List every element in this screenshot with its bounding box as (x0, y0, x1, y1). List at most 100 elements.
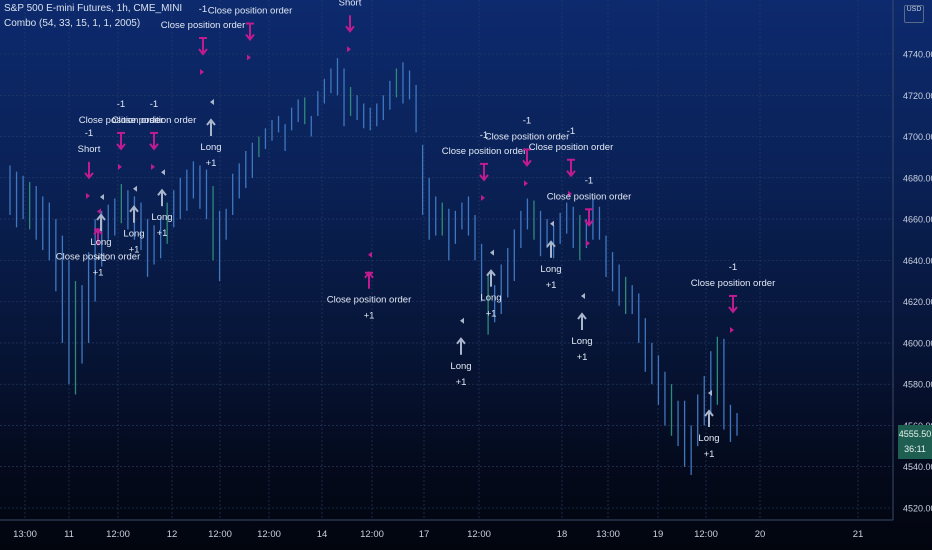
signal-fill-marker (481, 194, 485, 201)
signal-qty: +1 (486, 309, 497, 320)
signal-arrow-head (728, 306, 738, 314)
signal-arrow-head (522, 159, 532, 168)
signal-long: Long +1 (200, 99, 222, 169)
signal-label: Close position order (485, 131, 570, 142)
signal-label: Close position order (442, 146, 527, 157)
signal-label: Long (571, 336, 592, 347)
signal-qty: -1 (246, 0, 254, 1)
time-tick-label: 12:00 (467, 529, 491, 540)
chart-grid (0, 0, 893, 520)
signal-label: Long (540, 264, 561, 275)
signal-fill-marker (730, 326, 734, 333)
signal-arrow-head (456, 337, 466, 345)
signal-fill-marker (151, 163, 155, 170)
signal-qty: +1 (157, 228, 168, 239)
signal-close: Close position order -1 (547, 175, 632, 247)
signal-qty: -1 (480, 130, 488, 141)
price-bars (9, 58, 738, 475)
signal-arrow-head (546, 240, 556, 248)
signal-fill-marker (550, 220, 554, 227)
signal-long: Long +1 (151, 169, 173, 239)
time-tick-label: 12 (167, 529, 178, 540)
signal-qty: -1 (585, 175, 593, 186)
price-tick-label: 4660.00 (903, 215, 932, 225)
signal-qty: +1 (129, 245, 140, 256)
signal-fill-marker (210, 99, 214, 106)
strategy-title: Combo (54, 33, 15, 1, 1, 2005) (4, 18, 141, 29)
signal-fill-marker (708, 390, 712, 397)
signal-fill-marker (490, 249, 494, 256)
signal-qty: +1 (96, 253, 107, 264)
time-tick-label: 18 (557, 529, 568, 540)
time-tick-label: 12:00 (106, 529, 130, 540)
signal-qty: -1 (85, 128, 93, 139)
signal-arrow-head (96, 213, 106, 221)
signal-close: Close position order -1 (691, 262, 776, 333)
signal-label: Close position order (547, 191, 632, 202)
price-tick-label: 4600.00 (903, 338, 932, 348)
time-tick-label: 12:00 (360, 529, 384, 540)
signal-fill-marker (133, 185, 137, 192)
time-tick-label: 17 (419, 529, 430, 540)
price-tick-label: 4740.00 (903, 50, 932, 60)
signal-label: Long (90, 237, 111, 248)
signal-fill-marker (524, 180, 528, 187)
signal-arrow-head (206, 118, 216, 126)
signal-close: Close position order -1 (79, 99, 164, 170)
signal-label: Close position order (79, 115, 164, 126)
signal-label: Close position order (56, 251, 141, 262)
signal-close: Close position order +1 (327, 251, 411, 322)
signal-close: Close position order -1 (208, 0, 293, 61)
signal-arrow-head (566, 170, 576, 178)
signal-label: Long (200, 142, 221, 153)
signal-arrow-head (84, 172, 94, 180)
signal-arrow-head (704, 409, 714, 417)
signal-close: Close position order -1 (529, 126, 613, 197)
signal-qty: -1 (729, 262, 737, 273)
signal-arrow-head (486, 269, 496, 277)
signal-close: Close position order -1 (112, 99, 197, 170)
signal-fill-marker (100, 193, 104, 200)
signal-qty: -1 (199, 4, 207, 15)
signal-fill-marker (460, 317, 464, 324)
signal-long: Long +1 (450, 317, 472, 388)
signal-qty: +1 (364, 311, 375, 322)
currency-button[interactable]: USD (904, 5, 924, 23)
signal-long: Long +1 (540, 220, 562, 291)
signal-qty: -1 (567, 126, 575, 137)
signal-qty: -1 (150, 99, 158, 110)
signal-long: Long +1 (698, 390, 720, 460)
signal-qty: +1 (456, 377, 467, 388)
time-tick-label: 20 (755, 529, 766, 540)
time-axis: 13:00 11 12:00 12 12:00 12:00 14 12:00 17 12:00 18… (0, 519, 893, 540)
price-tick-label: 4520.00 (903, 504, 932, 514)
signal-label: Long (151, 212, 172, 223)
signal-label: Short (78, 144, 101, 155)
signal-label: Long (698, 433, 719, 444)
price-tick-label: 4620.00 (903, 297, 932, 307)
price-tick-label: 4580.00 (903, 380, 932, 390)
signal-label: Close position order (208, 6, 293, 17)
time-tick-label: 13:00 (596, 529, 620, 540)
signal-short: Short-1 (339, 0, 362, 53)
time-tick-label: 12:00 (257, 529, 281, 540)
signal-fill-marker (568, 190, 572, 197)
last-price-value: 4555.50 (898, 429, 932, 439)
signal-label: Long (480, 293, 501, 304)
signal-arrow-head (149, 143, 159, 151)
signal-long: Long +1 (123, 185, 145, 256)
signal-arrow-head (479, 174, 489, 182)
signal-qty: +1 (577, 352, 588, 363)
signal-fill-marker (247, 54, 251, 61)
bar-countdown: 36:11 (904, 444, 926, 454)
time-tick-label: 14 (317, 529, 328, 540)
signal-arrow-head (157, 188, 167, 196)
signal-arrow-head (345, 25, 355, 33)
signal-fill-marker (368, 251, 372, 258)
signal-label: Close position order (112, 115, 197, 126)
signal-label: Close position order (691, 278, 776, 289)
time-tick-label: 12:00 (694, 529, 718, 540)
price-tick-label: 4640.00 (903, 256, 932, 266)
signal-fill-marker (347, 46, 351, 53)
